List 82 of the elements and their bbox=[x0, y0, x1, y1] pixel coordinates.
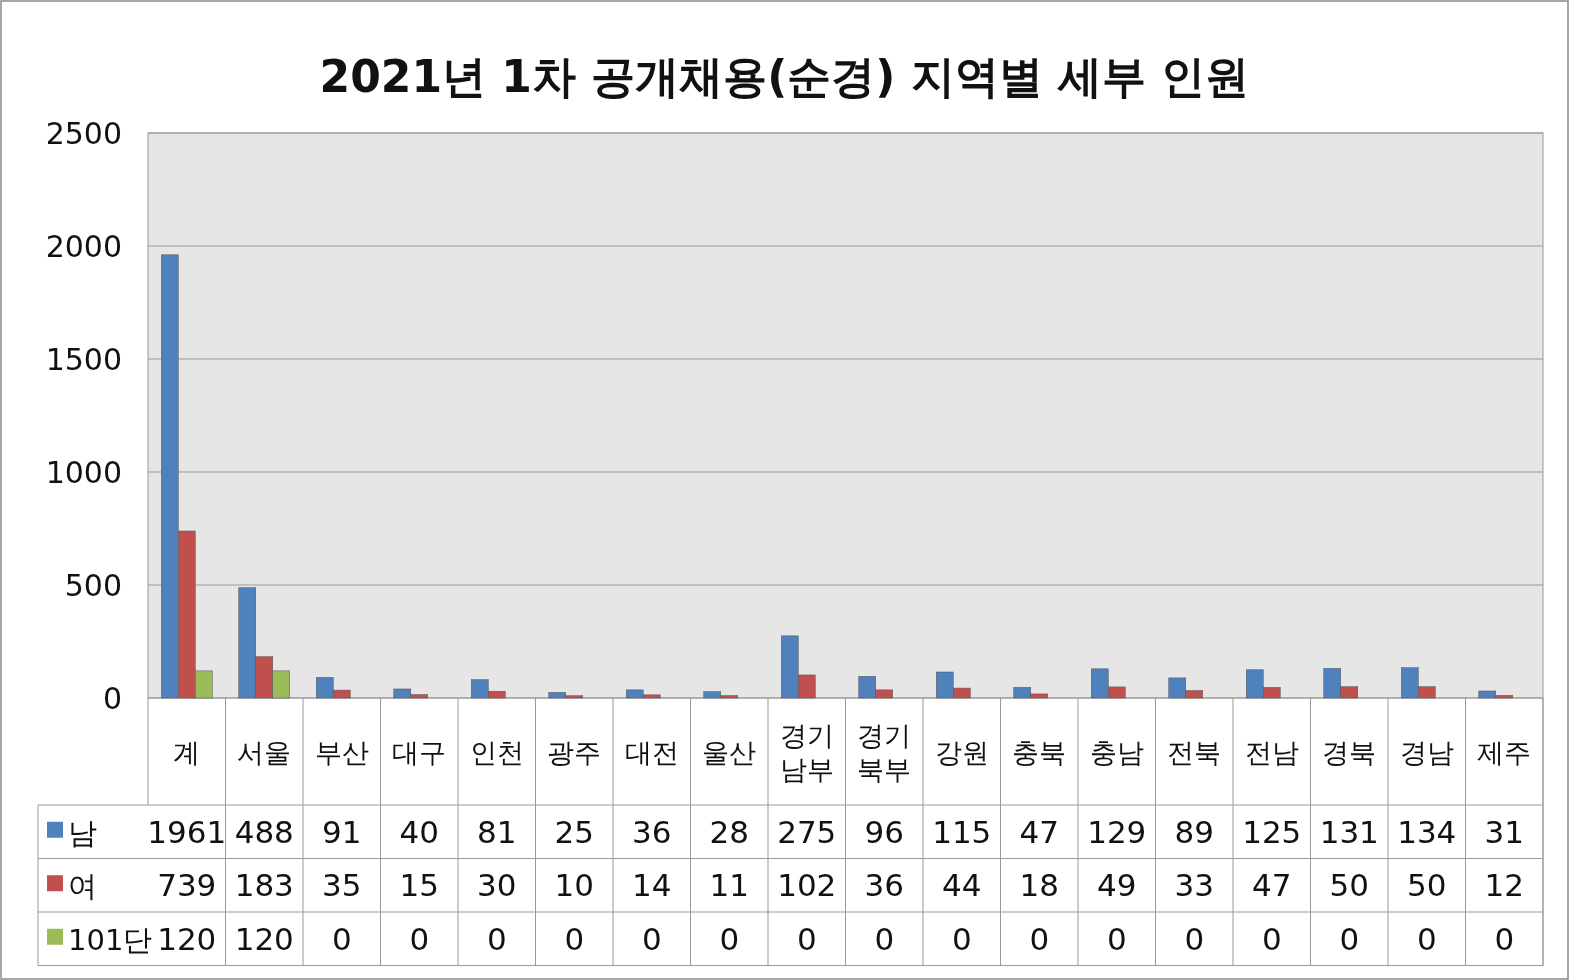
data-label: 91 bbox=[322, 813, 362, 850]
data-label: 0 bbox=[486, 920, 507, 957]
data-label: 50 bbox=[1407, 867, 1447, 904]
data-label: 129 bbox=[1087, 813, 1147, 850]
x-tick-label: 서울 bbox=[237, 736, 292, 768]
data-label: 739 bbox=[157, 867, 217, 904]
data-label: 115 bbox=[932, 813, 992, 850]
data-label: 1961 bbox=[147, 813, 227, 850]
data-label: 96 bbox=[864, 813, 904, 850]
data-label: 120 bbox=[157, 920, 217, 957]
x-tick-label: 대구 bbox=[392, 736, 447, 768]
data-label: 120 bbox=[234, 920, 294, 957]
data-label: 275 bbox=[777, 813, 837, 850]
y-tick-label: 500 bbox=[64, 568, 122, 603]
data-label: 25 bbox=[554, 813, 594, 850]
data-label: 0 bbox=[1416, 920, 1437, 957]
data-label: 183 bbox=[234, 867, 294, 904]
x-tick-label: 경기 남부 bbox=[779, 719, 834, 785]
data-label: 131 bbox=[1319, 813, 1379, 850]
data-label: 0 bbox=[1029, 920, 1050, 957]
data-label: 49 bbox=[1097, 867, 1137, 904]
data-label: 28 bbox=[709, 813, 749, 850]
data-label: 125 bbox=[1242, 813, 1302, 850]
data-label: 36 bbox=[632, 813, 672, 850]
x-tick-label: 부산 bbox=[314, 736, 369, 768]
x-tick-label: 전남 bbox=[1244, 736, 1299, 768]
data-label: 50 bbox=[1329, 867, 1369, 904]
x-tick-label: 계 bbox=[173, 736, 201, 768]
x-tick-label: 인천 bbox=[469, 736, 524, 768]
y-tick-label: 1500 bbox=[45, 342, 122, 377]
data-label: 0 bbox=[1339, 920, 1360, 957]
data-label: 47 bbox=[1252, 867, 1292, 904]
data-label: 14 bbox=[632, 867, 672, 904]
x-tick-label: 경북 bbox=[1322, 736, 1377, 768]
data-label: 47 bbox=[1019, 813, 1059, 850]
y-tick-label: 1000 bbox=[45, 455, 122, 490]
x-tick-label: 울산 bbox=[702, 736, 757, 768]
data-label: 15 bbox=[399, 867, 439, 904]
x-tick-label: 경기 북부 bbox=[857, 719, 912, 785]
data-label: 0 bbox=[409, 920, 430, 957]
legend-label: 여 bbox=[68, 869, 97, 904]
data-label: 0 bbox=[564, 920, 585, 957]
legend-label: 101단 bbox=[68, 922, 153, 957]
x-tick-label: 강원 bbox=[934, 736, 989, 768]
data-label: 0 bbox=[796, 920, 817, 957]
legend-label: 남 bbox=[68, 815, 97, 850]
data-label: 0 bbox=[1106, 920, 1127, 957]
data-label: 40 bbox=[399, 813, 439, 850]
data-label: 11 bbox=[709, 867, 749, 904]
data-label: 31 bbox=[1484, 813, 1524, 850]
data-label: 10 bbox=[554, 867, 594, 904]
x-tick-label: 전북 bbox=[1167, 736, 1222, 768]
y-tick-label: 2000 bbox=[45, 229, 122, 264]
data-label: 0 bbox=[719, 920, 740, 957]
x-tick-label: 경남 bbox=[1399, 736, 1454, 768]
data-label: 0 bbox=[874, 920, 895, 957]
x-tick-label: 대전 bbox=[624, 736, 679, 768]
x-tick-label: 제주 bbox=[1477, 736, 1532, 768]
x-tick-label: 충남 bbox=[1089, 736, 1144, 768]
data-label: 35 bbox=[322, 867, 362, 904]
data-label: 36 bbox=[864, 867, 904, 904]
data-label: 488 bbox=[234, 813, 294, 850]
data-label: 30 bbox=[477, 867, 517, 904]
data-label: 102 bbox=[777, 867, 837, 904]
data-label: 18 bbox=[1019, 867, 1059, 904]
data-label: 0 bbox=[641, 920, 662, 957]
data-label: 134 bbox=[1397, 813, 1457, 850]
data-label: 0 bbox=[951, 920, 972, 957]
x-tick-label: 충북 bbox=[1012, 736, 1067, 768]
data-label: 0 bbox=[1494, 920, 1515, 957]
data-label: 81 bbox=[477, 813, 517, 850]
x-tick-label: 광주 bbox=[547, 736, 602, 768]
chart-title: 2021년 1차 공개채용(순경) 지역별 세부 인원 bbox=[319, 51, 1250, 102]
data-label: 12 bbox=[1484, 867, 1524, 904]
data-label: 0 bbox=[331, 920, 352, 957]
data-label: 89 bbox=[1174, 813, 1214, 850]
data-label: 33 bbox=[1174, 867, 1214, 904]
data-label: 0 bbox=[1261, 920, 1282, 957]
y-tick-label: 0 bbox=[102, 681, 122, 716]
y-tick-label: 2500 bbox=[45, 116, 122, 151]
data-label: 44 bbox=[942, 867, 982, 904]
data-label: 0 bbox=[1184, 920, 1205, 957]
